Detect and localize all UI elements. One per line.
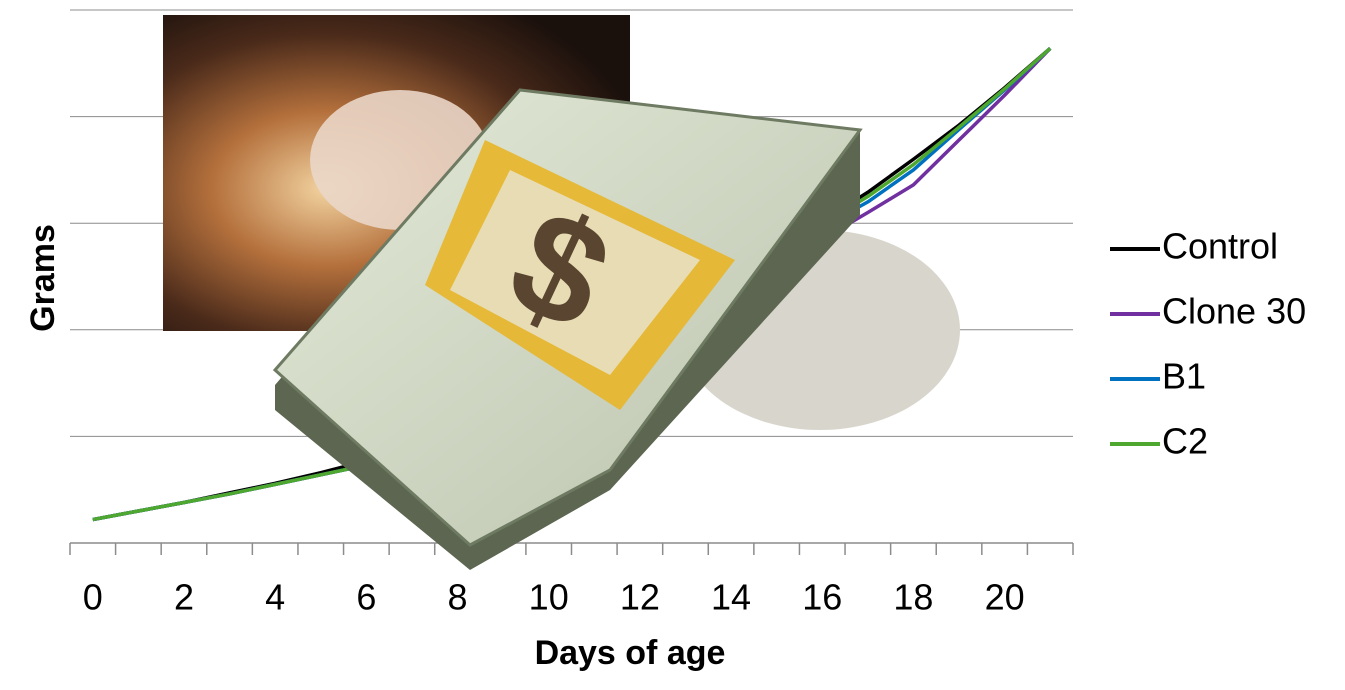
x-tick-label: 4 — [265, 577, 285, 618]
legend-label: Clone 30 — [1162, 291, 1306, 332]
overlay-images: $ — [163, 15, 960, 570]
legend-label: Control — [1162, 226, 1278, 267]
x-tick-label: 10 — [529, 577, 569, 618]
legend: Control Clone 30 B1 C2 — [1110, 226, 1306, 462]
x-tick-label: 2 — [174, 577, 194, 618]
x-tick-label: 6 — [356, 577, 376, 618]
x-axis-label: Days of age — [535, 634, 726, 672]
chart: Days of age Grams 0 2 4 6 8 10 12 14 16 18 20 $ Co… — [0, 0, 1345, 685]
legend-label: B1 — [1162, 356, 1206, 397]
x-tick-label: 16 — [802, 577, 842, 618]
x-tick-label: 20 — [985, 577, 1025, 618]
page: Days of age Grams 0 2 4 6 8 10 12 14 16 18 20 $ Co… — [0, 0, 1345, 690]
x-tick-label: 12 — [620, 577, 660, 618]
y-axis-label: Grams — [24, 224, 62, 332]
x-tick-label: 18 — [893, 577, 933, 618]
legend-label: C2 — [1162, 421, 1208, 462]
x-tick-label: 14 — [711, 577, 751, 618]
x-tick-label: 0 — [83, 577, 103, 618]
x-tick-label: 8 — [448, 577, 468, 618]
